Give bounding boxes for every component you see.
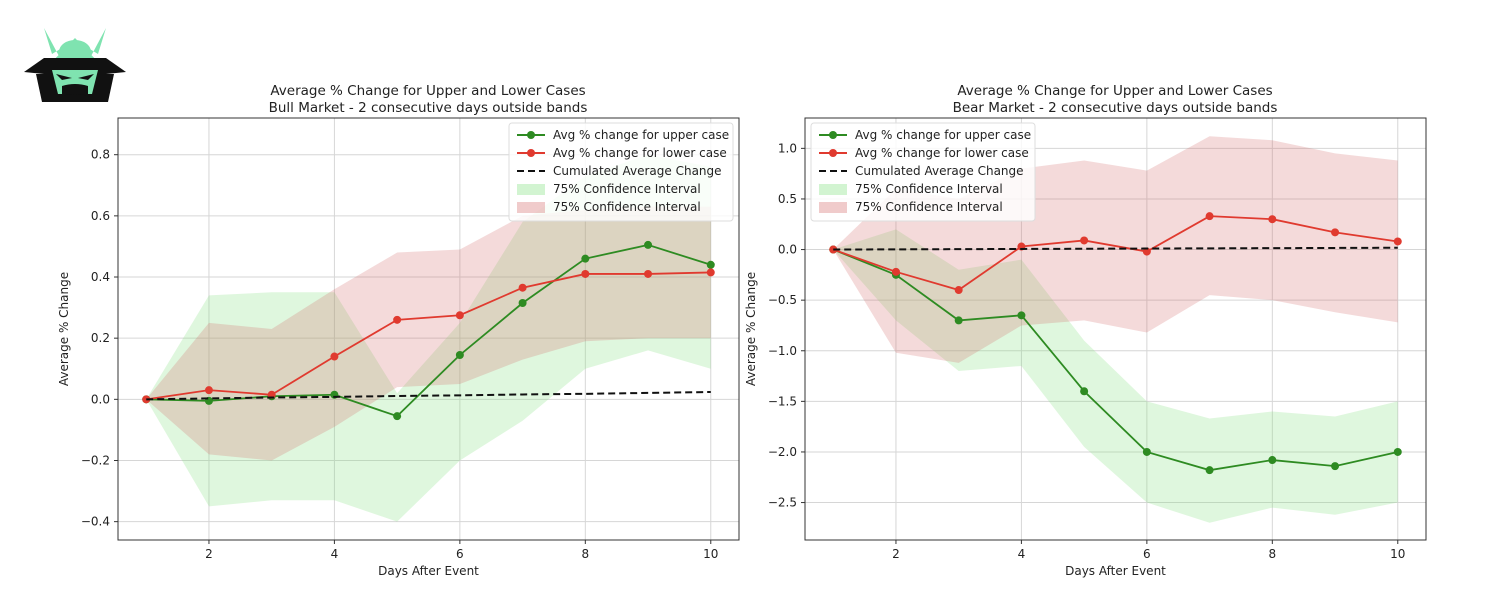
lower-case-point: [455, 311, 464, 320]
legend-swatch: [819, 202, 847, 213]
y-tick-label: 0.0: [778, 243, 797, 257]
lower-case-point: [204, 386, 213, 395]
legend-label: Cumulated Average Change: [553, 164, 722, 178]
upper-case-point: [1205, 466, 1214, 475]
upper-case-point: [706, 260, 715, 269]
y-tick-label: 1.0: [778, 141, 797, 155]
x-tick-label: 4: [1018, 547, 1026, 561]
legend-swatch: [517, 184, 545, 195]
y-tick-label: −0.5: [768, 293, 797, 307]
upper-case-point: [1017, 311, 1026, 320]
upper-case-point: [393, 412, 402, 421]
y-tick-label: 0.4: [91, 270, 110, 284]
y-tick-label: 0.2: [91, 331, 110, 345]
upper-case-point: [518, 299, 527, 308]
legend-label: 75% Confidence Interval: [553, 182, 701, 196]
upper-case-point: [581, 254, 590, 263]
upper-case-point: [1268, 456, 1277, 465]
y-tick-label: 0.6: [91, 209, 110, 223]
bull-market-chart: Average % Change for Upper and Lower Cas…: [57, 83, 740, 578]
upper-case-point: [455, 350, 464, 359]
lower-case-point: [1268, 215, 1277, 224]
legend-label: Avg % change for lower case: [553, 146, 727, 160]
legend-marker: [829, 149, 837, 157]
x-axis-label: Days After Event: [378, 564, 479, 578]
legend-label: Avg % change for lower case: [855, 146, 1029, 160]
upper-case-point: [954, 316, 963, 325]
legend-label: Avg % change for upper case: [553, 128, 729, 142]
lower-case-point: [954, 286, 963, 295]
chart-title: Average % Change for Upper and Lower Cas…: [270, 83, 585, 99]
plot-frame: [804, 117, 1427, 541]
upper-case-point: [644, 240, 653, 249]
y-tick-label: 0.8: [91, 148, 110, 162]
x-axis-label: Days After Event: [1065, 564, 1166, 578]
y-tick-label: 0.0: [91, 392, 110, 406]
legend-box: [508, 122, 734, 222]
confidence-band-upper: [833, 229, 1398, 523]
legend-label: 75% Confidence Interval: [855, 182, 1003, 196]
x-tick-label: 10: [703, 547, 718, 561]
x-tick-label: 8: [581, 547, 589, 561]
legend-marker: [829, 131, 837, 139]
legend-label: 75% Confidence Interval: [855, 200, 1003, 214]
confidence-band-upper: [146, 154, 711, 522]
legend-label: Avg % change for upper case: [855, 128, 1031, 142]
y-tick-label: −1.0: [768, 344, 797, 358]
chart-title: Average % Change for Upper and Lower Cas…: [957, 83, 1272, 99]
legend-marker: [527, 131, 535, 139]
cumulated-average-line: [146, 390, 711, 401]
chart-subtitle: Bear Market - 2 consecutive days outside…: [953, 100, 1278, 116]
legend-swatch: [819, 184, 847, 195]
x-tick-label: 8: [1268, 547, 1276, 561]
y-tick-label: −0.2: [81, 453, 110, 467]
y-tick-label: −2.0: [768, 445, 797, 459]
upper-case-line: [832, 248, 1398, 472]
chart-subtitle: Bull Market - 2 consecutive days outside…: [269, 100, 588, 116]
y-axis-label: Average % Change: [57, 272, 71, 386]
lower-case-point: [1205, 212, 1214, 221]
upper-case-point: [1331, 462, 1340, 471]
y-tick-label: 0.5: [778, 192, 797, 206]
lower-case-point: [706, 268, 715, 277]
x-tick-label: 2: [205, 547, 213, 561]
legend: Avg % change for upper case Avg % change …: [508, 122, 734, 222]
x-tick-label: 10: [1390, 547, 1405, 561]
samurai-helmet-logo: [24, 28, 126, 102]
legend-box: [810, 122, 1036, 222]
legend-swatch: [517, 202, 545, 213]
x-tick-label: 4: [331, 547, 339, 561]
lower-case-point: [1393, 237, 1402, 246]
upper-case-point: [1142, 447, 1151, 456]
lower-case-point: [1142, 247, 1151, 256]
y-tick-label: −0.4: [81, 515, 110, 529]
plot-frame: [117, 117, 740, 541]
lower-case-point: [891, 267, 900, 276]
y-tick-label: −2.5: [768, 496, 797, 510]
lower-case-line: [146, 271, 711, 401]
upper-case-point: [1080, 387, 1089, 396]
lower-case-line: [832, 215, 1398, 292]
legend-marker: [527, 149, 535, 157]
x-tick-label: 2: [892, 547, 900, 561]
x-tick-label: 6: [456, 547, 464, 561]
lower-case-point: [1331, 228, 1340, 237]
legend-label: 75% Confidence Interval: [553, 200, 701, 214]
lower-case-point: [581, 269, 590, 278]
lower-case-point: [518, 283, 527, 292]
lower-case-point: [644, 269, 653, 278]
bear-market-chart: Average % Change for Upper and Lower Cas…: [744, 83, 1427, 578]
legend-label: Cumulated Average Change: [855, 164, 1024, 178]
cumulated-average-line: [833, 246, 1398, 251]
lower-case-point: [393, 315, 402, 324]
y-axis-label: Average % Change: [744, 272, 758, 386]
upper-case-point: [1393, 447, 1402, 456]
x-tick-label: 6: [1143, 547, 1151, 561]
lower-case-point: [330, 352, 339, 361]
lower-case-point: [1080, 236, 1089, 245]
legend: Avg % change for upper case Avg % change …: [810, 122, 1036, 222]
y-tick-label: −1.5: [768, 394, 797, 408]
